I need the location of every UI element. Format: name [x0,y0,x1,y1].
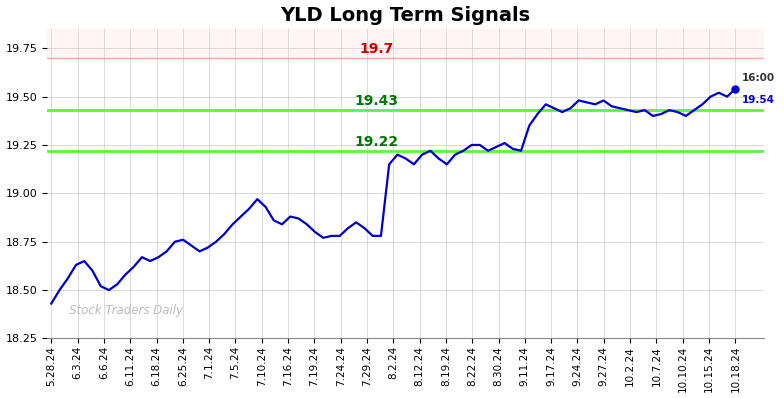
Text: 19.22: 19.22 [354,135,399,149]
Bar [47,29,764,58]
Text: 19.43: 19.43 [354,94,398,108]
Text: 16:00: 16:00 [742,73,775,83]
Title: YLD Long Term Signals: YLD Long Term Signals [281,6,531,25]
Text: Stock Traders Daily: Stock Traders Daily [69,304,183,317]
Text: 19.54: 19.54 [742,95,775,105]
Text: 19.7: 19.7 [360,42,394,56]
